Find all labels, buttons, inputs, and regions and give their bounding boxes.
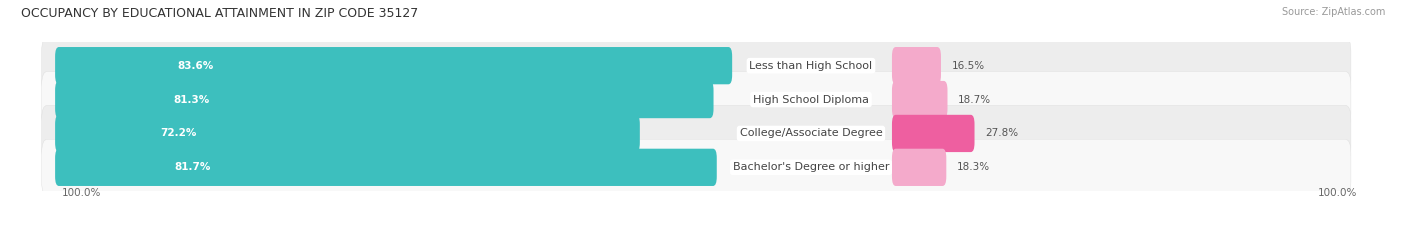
- Text: 18.7%: 18.7%: [959, 95, 991, 105]
- Text: 81.7%: 81.7%: [174, 162, 211, 172]
- FancyBboxPatch shape: [55, 81, 713, 118]
- FancyBboxPatch shape: [42, 38, 1351, 94]
- FancyBboxPatch shape: [891, 81, 948, 118]
- FancyBboxPatch shape: [55, 47, 733, 84]
- Text: Bachelor's Degree or higher: Bachelor's Degree or higher: [733, 162, 889, 172]
- FancyBboxPatch shape: [42, 105, 1351, 161]
- Text: OCCUPANCY BY EDUCATIONAL ATTAINMENT IN ZIP CODE 35127: OCCUPANCY BY EDUCATIONAL ATTAINMENT IN Z…: [21, 7, 419, 20]
- Text: College/Associate Degree: College/Associate Degree: [740, 128, 883, 138]
- FancyBboxPatch shape: [891, 47, 941, 84]
- FancyBboxPatch shape: [42, 139, 1351, 195]
- Text: Source: ZipAtlas.com: Source: ZipAtlas.com: [1281, 7, 1385, 17]
- Text: Less than High School: Less than High School: [749, 61, 873, 71]
- FancyBboxPatch shape: [891, 115, 974, 152]
- Text: 16.5%: 16.5%: [952, 61, 984, 71]
- FancyBboxPatch shape: [55, 149, 717, 186]
- FancyBboxPatch shape: [55, 115, 640, 152]
- Text: 27.8%: 27.8%: [986, 128, 1018, 138]
- Text: High School Diploma: High School Diploma: [754, 95, 869, 105]
- FancyBboxPatch shape: [42, 72, 1351, 128]
- Text: 18.3%: 18.3%: [957, 162, 990, 172]
- Text: 83.6%: 83.6%: [177, 61, 214, 71]
- Text: 72.2%: 72.2%: [160, 128, 197, 138]
- Text: 100.0%: 100.0%: [1319, 188, 1358, 198]
- FancyBboxPatch shape: [891, 149, 946, 186]
- Text: 100.0%: 100.0%: [62, 188, 101, 198]
- Text: 81.3%: 81.3%: [173, 95, 209, 105]
